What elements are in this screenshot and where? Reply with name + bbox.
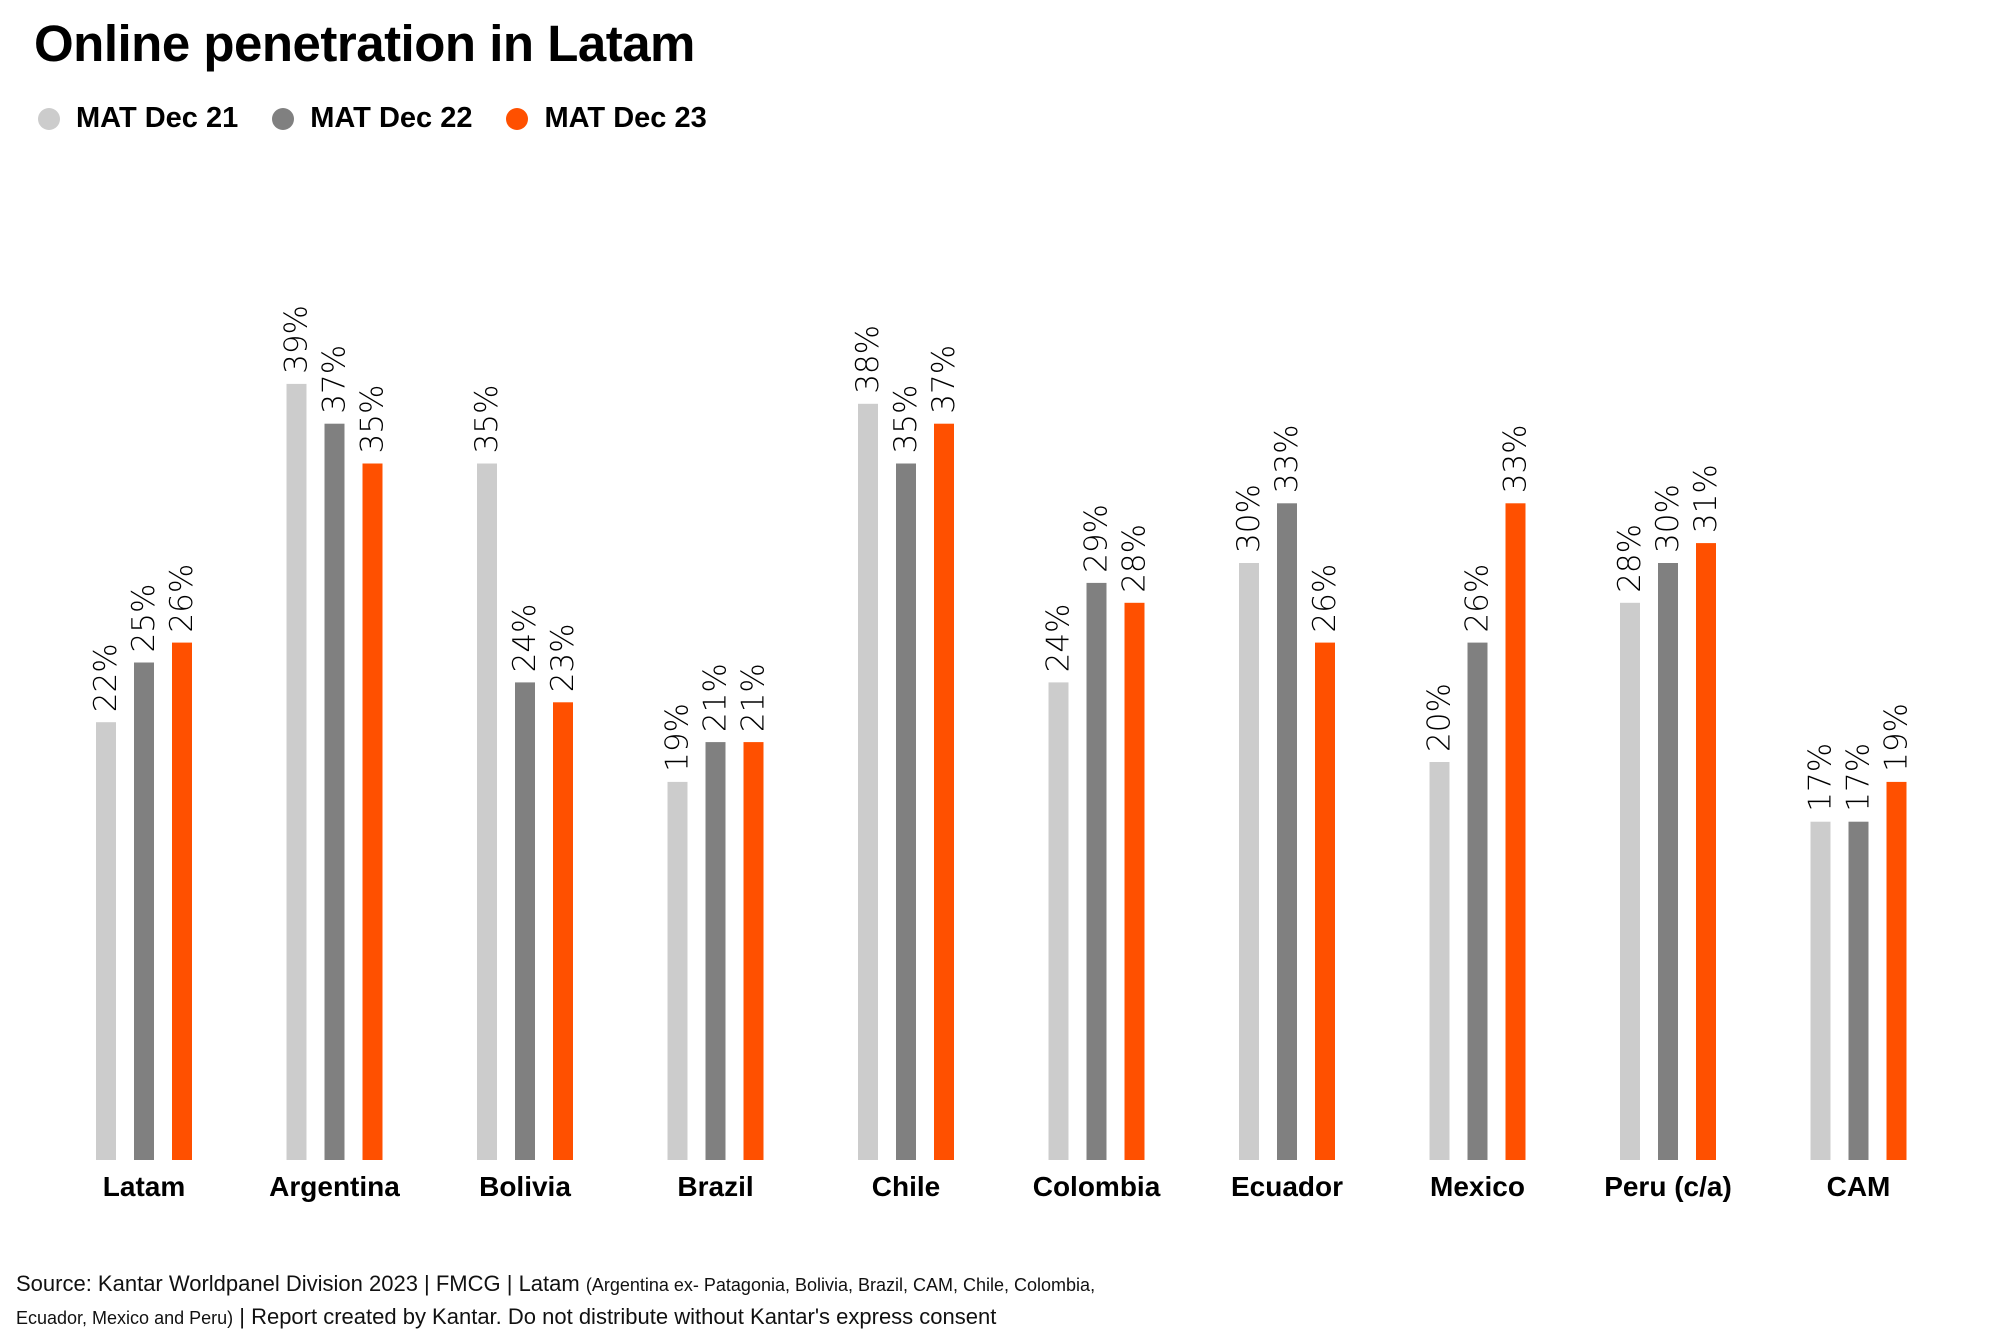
data-label: 33% xyxy=(1269,424,1305,493)
data-label: 21% xyxy=(736,663,772,732)
data-label: 39% xyxy=(279,305,315,374)
bar xyxy=(1658,563,1678,1160)
category-label: Ecuador xyxy=(1231,1171,1343,1202)
chart-title: Online penetration in Latam xyxy=(34,15,695,72)
data-label: 17% xyxy=(1841,743,1877,812)
category-label: Chile xyxy=(872,1171,940,1202)
bar xyxy=(324,423,345,1160)
bar xyxy=(1886,781,1907,1160)
legend-label: MAT Dec 22 xyxy=(310,102,473,134)
bar xyxy=(362,463,383,1160)
category-label: Mexico xyxy=(1430,1171,1525,1202)
source-main: Source: Kantar Worldpanel Division 2023 … xyxy=(16,1271,580,1296)
data-label: 23% xyxy=(545,623,581,692)
data-label: 24% xyxy=(507,603,543,672)
legend-dot-icon xyxy=(272,107,295,130)
data-label: 37% xyxy=(926,345,962,414)
data-label: 19% xyxy=(660,703,696,772)
legend-label: MAT Dec 23 xyxy=(544,102,707,134)
bar xyxy=(1429,762,1450,1160)
bar xyxy=(1505,503,1526,1160)
data-label: 26% xyxy=(1460,564,1496,633)
data-label: 26% xyxy=(1307,564,1343,633)
data-label: 30% xyxy=(1231,484,1267,553)
bar xyxy=(1810,821,1831,1160)
bar xyxy=(1277,503,1297,1160)
bar xyxy=(1086,582,1107,1160)
category-label: Colombia xyxy=(1033,1171,1161,1202)
legend-label: MAT Dec 21 xyxy=(76,102,239,134)
legend: MAT Dec 21 MAT Dec 22 MAT Dec 23 xyxy=(38,102,741,135)
bar xyxy=(515,682,535,1160)
data-label: 21% xyxy=(698,663,734,732)
data-label: 26% xyxy=(164,564,200,633)
bar xyxy=(1048,682,1069,1160)
data-label: 28% xyxy=(1117,524,1153,593)
bar xyxy=(858,403,878,1160)
data-label: 28% xyxy=(1612,524,1648,593)
data-label: 35% xyxy=(469,385,505,454)
bar xyxy=(172,642,192,1160)
legend-item-mat-dec-22: MAT Dec 22 xyxy=(272,102,472,135)
legend-item-mat-dec-23: MAT Dec 23 xyxy=(506,102,707,135)
bar xyxy=(1315,642,1335,1160)
data-label: 37% xyxy=(317,345,353,414)
bar xyxy=(1696,543,1716,1160)
data-label: 24% xyxy=(1041,603,1077,672)
data-label: 25% xyxy=(126,584,162,653)
bar xyxy=(1239,563,1259,1160)
data-label: 29% xyxy=(1079,504,1115,573)
data-label: 22% xyxy=(88,643,124,712)
data-label: 30% xyxy=(1650,484,1686,553)
bar xyxy=(667,781,688,1160)
bar xyxy=(553,702,573,1160)
data-label: 35% xyxy=(888,385,924,454)
legend-dot-icon xyxy=(506,107,529,130)
bar xyxy=(477,463,497,1160)
data-label: 35% xyxy=(355,385,391,454)
data-label: 17% xyxy=(1803,743,1839,812)
data-label: 38% xyxy=(850,325,886,394)
category-label: Argentina xyxy=(269,1171,400,1202)
source-suffix: | Report created by Kantar. Do not distr… xyxy=(239,1304,997,1329)
bar xyxy=(705,742,726,1160)
source-note: Source: Kantar Worldpanel Division 2023 … xyxy=(16,1268,1316,1334)
bar xyxy=(934,423,954,1160)
source-detail-2: Ecuador, Mexico and Peru) xyxy=(16,1308,234,1328)
data-label: 33% xyxy=(1498,424,1534,493)
category-label: Bolivia xyxy=(479,1171,571,1202)
bar xyxy=(96,722,116,1160)
data-label: 31% xyxy=(1688,464,1724,533)
data-label: 19% xyxy=(1879,703,1915,772)
bar xyxy=(286,383,307,1160)
legend-item-mat-dec-21: MAT Dec 21 xyxy=(38,102,238,135)
source-detail-1: (Argentina ex- Patagonia, Bolivia, Brazi… xyxy=(585,1275,1096,1295)
bar xyxy=(1848,821,1869,1160)
category-label: Latam xyxy=(103,1171,185,1202)
bar xyxy=(1620,602,1640,1160)
bar xyxy=(896,463,916,1160)
bar xyxy=(134,662,154,1160)
bar xyxy=(1467,642,1488,1160)
data-label: 20% xyxy=(1422,683,1458,752)
category-label: Brazil xyxy=(677,1171,753,1202)
category-label: Peru (c/a) xyxy=(1604,1171,1732,1202)
legend-dot-icon xyxy=(38,107,60,130)
bar xyxy=(743,742,764,1160)
category-label: CAM xyxy=(1827,1171,1891,1202)
bar xyxy=(1124,602,1145,1160)
